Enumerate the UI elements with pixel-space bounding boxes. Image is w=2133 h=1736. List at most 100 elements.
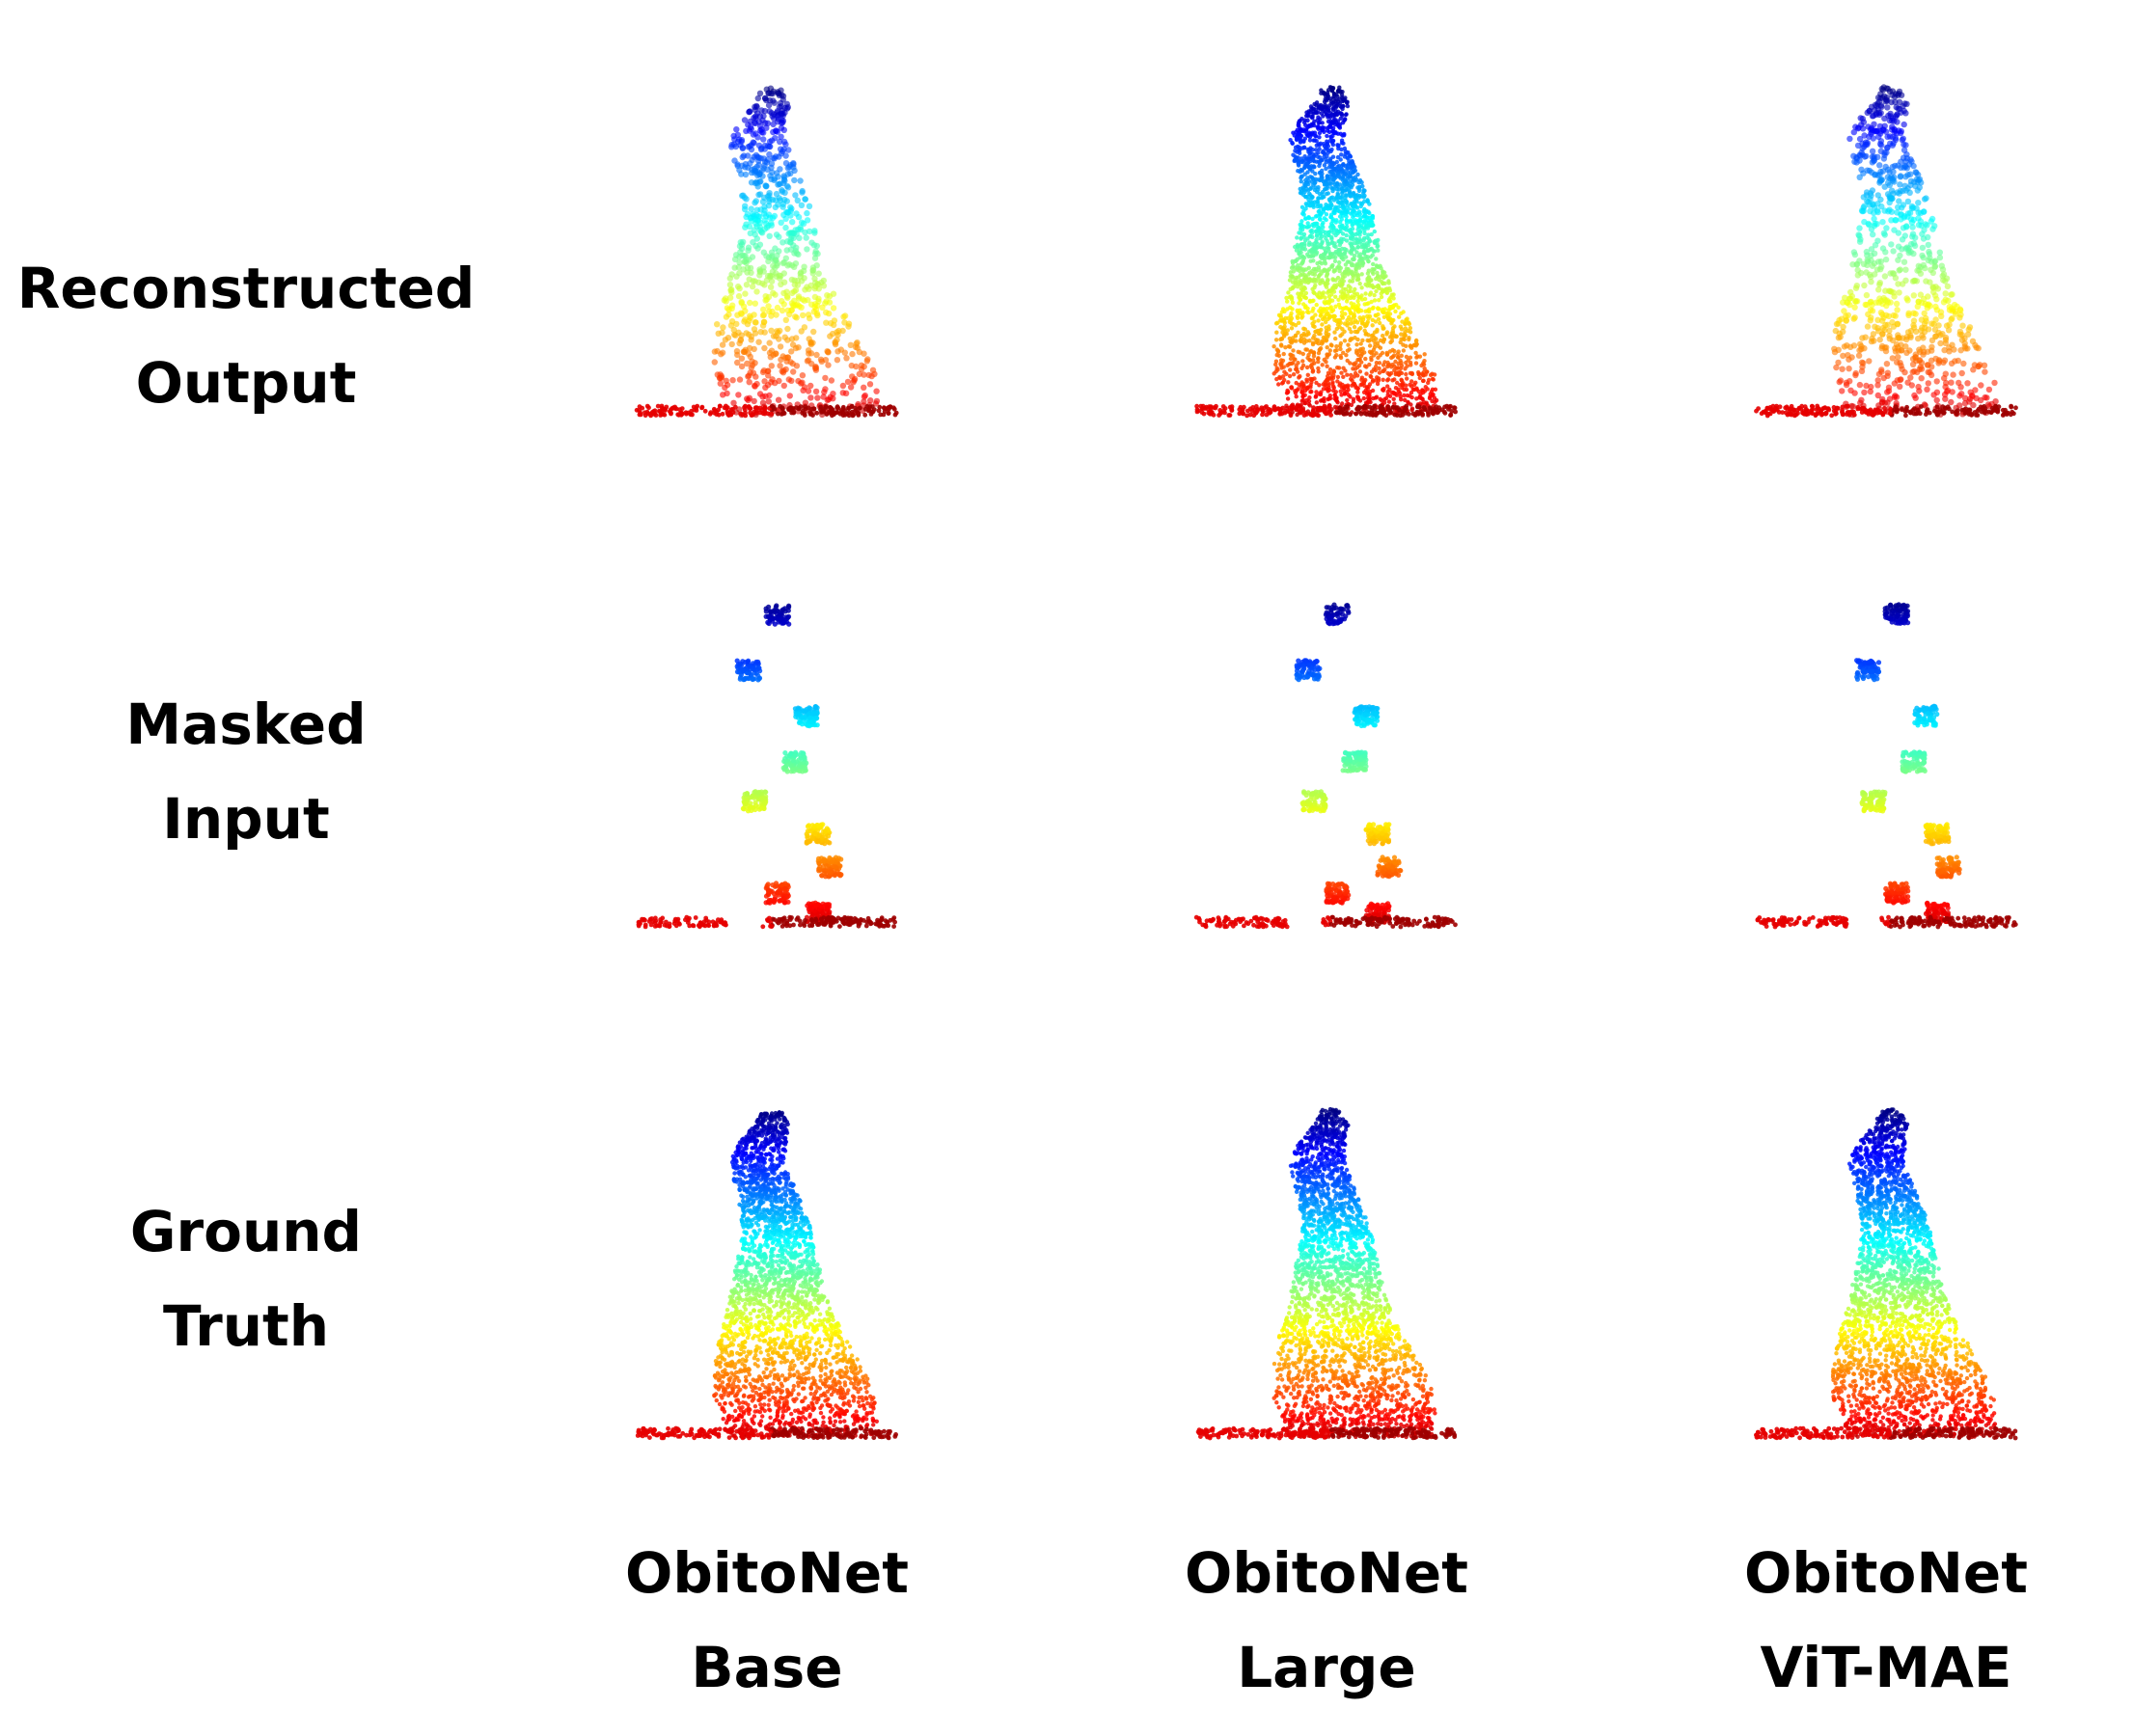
point: [1408, 355, 1413, 360]
point: [1324, 181, 1329, 187]
point: [726, 412, 732, 418]
point: [1874, 377, 1881, 384]
point: [736, 376, 744, 383]
point: [1369, 231, 1374, 237]
point: [1291, 152, 1296, 157]
point: [1420, 388, 1425, 393]
point: [1875, 286, 1882, 293]
point: [1295, 403, 1299, 409]
point: [1354, 348, 1359, 353]
point: [638, 410, 643, 416]
point: [823, 319, 830, 326]
point: [1896, 198, 1902, 204]
point: [1348, 311, 1354, 316]
point: [1298, 190, 1303, 196]
point: [1358, 341, 1363, 346]
point: [777, 343, 784, 350]
point: [1892, 217, 1899, 224]
point: [1942, 296, 1949, 303]
point: [1966, 398, 1973, 405]
point: [1409, 394, 1414, 400]
point: [1377, 370, 1382, 375]
point: [1881, 296, 1889, 304]
point: [827, 393, 834, 400]
point: [1302, 165, 1307, 171]
point: [1372, 229, 1377, 234]
point: [1381, 377, 1385, 382]
point: [1378, 345, 1383, 350]
point: [781, 109, 788, 117]
point: [1298, 248, 1302, 253]
point: [1884, 321, 1891, 328]
point: [835, 405, 841, 411]
point: [1357, 211, 1362, 217]
point: [1276, 382, 1281, 387]
point: [1355, 329, 1360, 335]
point: [1342, 392, 1348, 396]
point: [1381, 337, 1386, 341]
point: [1337, 214, 1343, 219]
point: [1300, 192, 1306, 198]
point: [1381, 363, 1386, 367]
point: [1318, 211, 1324, 216]
point: [1873, 266, 1881, 273]
point: [787, 203, 794, 211]
point: [1868, 246, 1875, 253]
point: [768, 379, 775, 386]
point: [1324, 146, 1328, 150]
point: [776, 180, 782, 188]
point: [1326, 174, 1330, 178]
point: [1370, 216, 1376, 221]
point: [1282, 377, 1287, 383]
point: [742, 224, 749, 231]
point: [1335, 101, 1340, 107]
point: [1321, 195, 1326, 200]
point: [1369, 369, 1375, 374]
point: [1341, 170, 1346, 175]
point: [1339, 95, 1345, 100]
point: [1939, 273, 1946, 280]
point: [1334, 348, 1339, 353]
point: [1289, 339, 1295, 343]
point: [765, 203, 773, 209]
point: [801, 275, 807, 282]
point: [1874, 192, 1881, 199]
point: [1331, 388, 1336, 393]
point: [718, 374, 725, 381]
point: [1305, 372, 1310, 377]
point: [751, 115, 757, 122]
point: [1367, 392, 1372, 397]
point: [1909, 361, 1917, 367]
point: [1892, 312, 1899, 319]
point: [1324, 338, 1329, 342]
point: [716, 407, 722, 413]
point: [1302, 238, 1308, 243]
point: [740, 266, 747, 273]
point: [819, 304, 826, 311]
point: [1341, 205, 1346, 210]
point: [742, 164, 749, 171]
point: [1855, 352, 1863, 359]
point: [1286, 380, 1291, 385]
point: [1222, 410, 1227, 416]
point: [1367, 238, 1373, 244]
point: [1339, 104, 1344, 110]
point: [1360, 405, 1366, 410]
point: [778, 356, 784, 364]
point: [726, 282, 734, 288]
point: [1244, 413, 1249, 419]
point: [1985, 386, 1993, 393]
point: [1308, 158, 1313, 164]
point: [1382, 281, 1387, 285]
point: [1864, 323, 1872, 330]
point: [1311, 138, 1316, 143]
point: [1299, 384, 1304, 389]
point: [1384, 332, 1389, 337]
point: [785, 147, 792, 153]
point: [1352, 313, 1357, 319]
point: [1982, 368, 1988, 375]
point: [1359, 272, 1364, 277]
point: [843, 355, 850, 362]
point: [825, 349, 832, 356]
point: [756, 224, 763, 231]
